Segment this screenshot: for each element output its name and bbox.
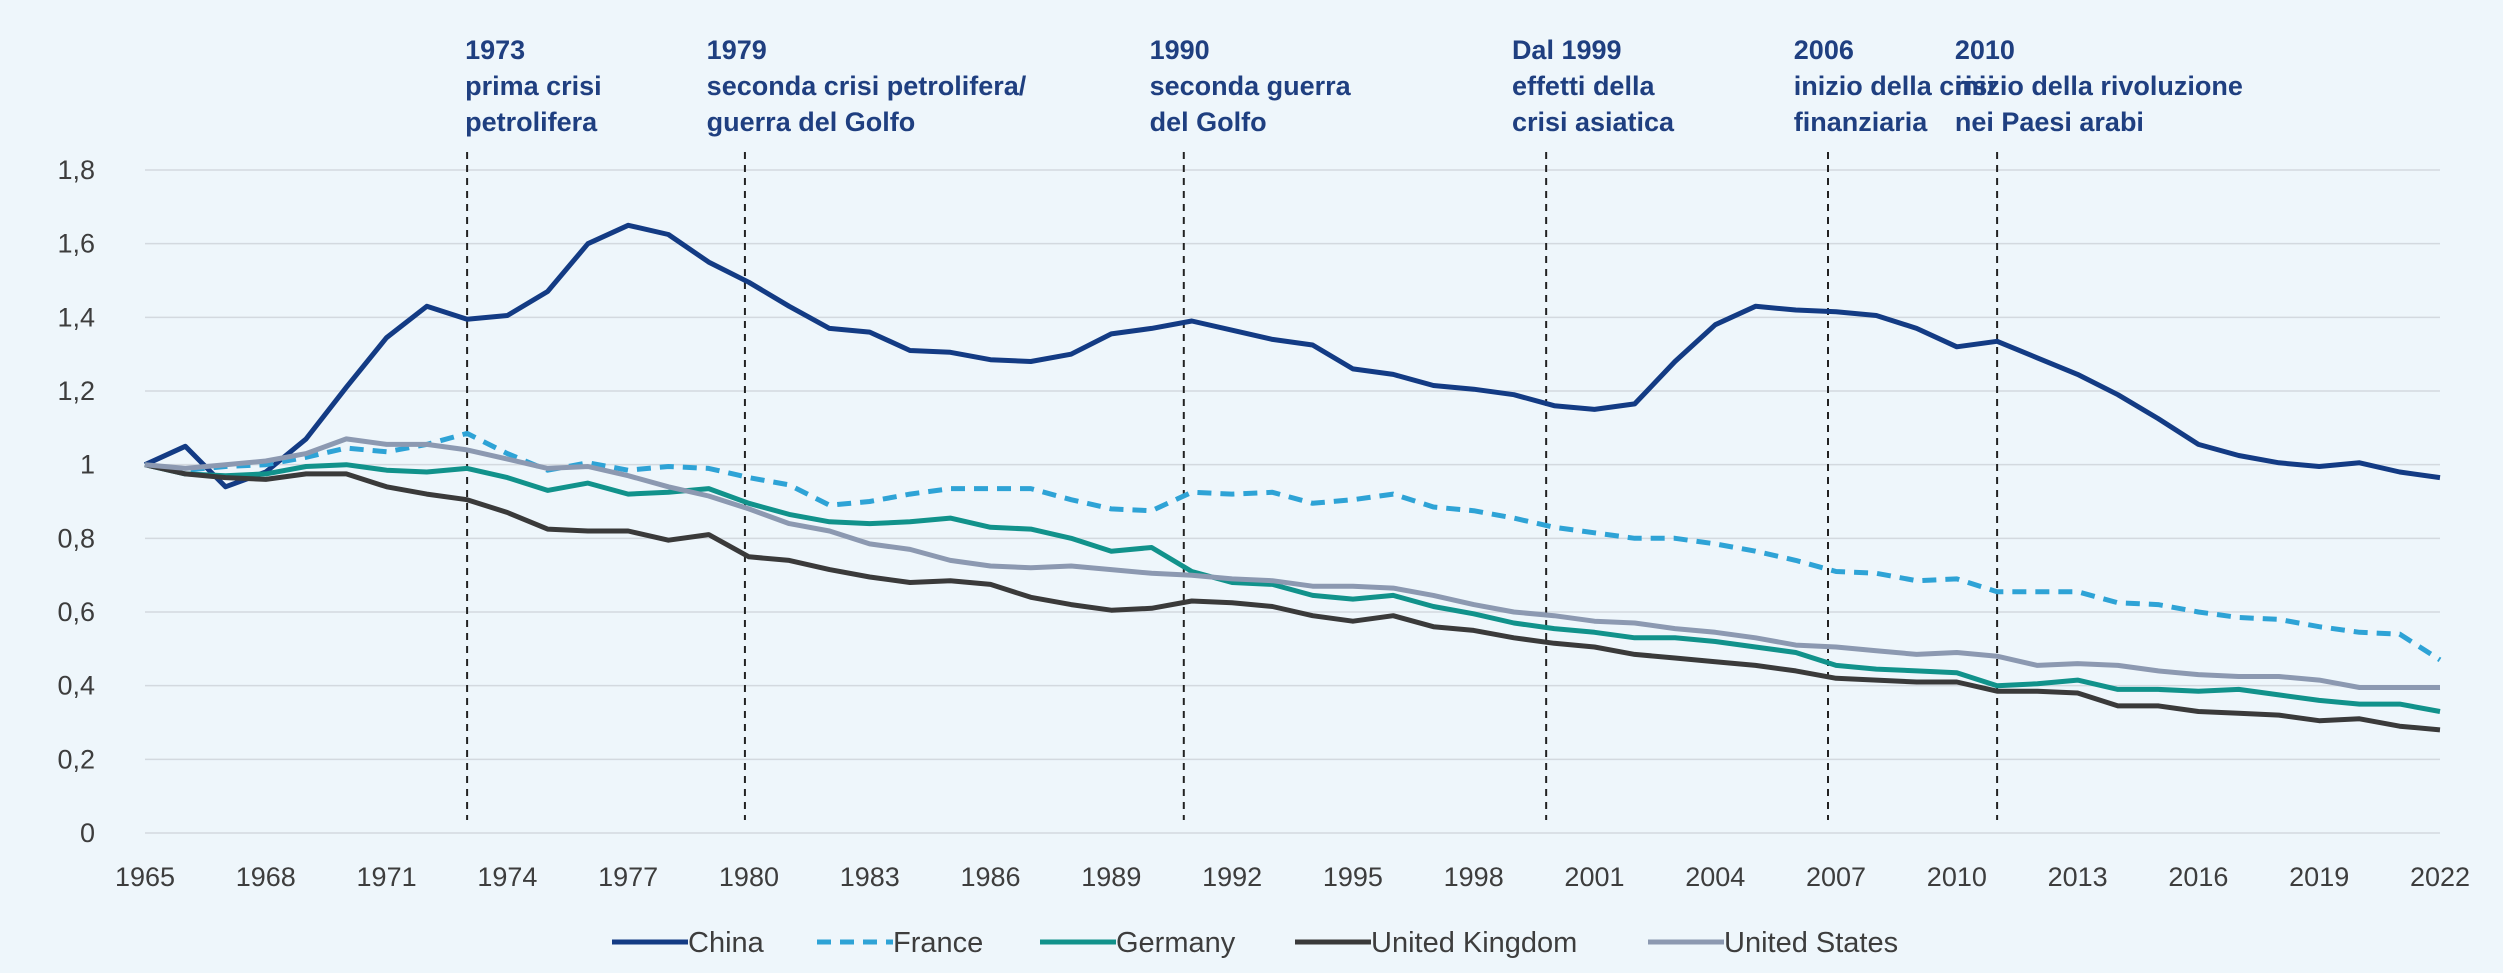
event-label-1990: 1990 seconda guerra del Golfo bbox=[1150, 35, 1352, 137]
axis-layer: 0 0,2 0,4 0,6 0,8 1 1,2 1,4 1,6 1,8 1965 1968 1971 19… bbox=[57, 155, 2470, 892]
event-label-line: seconda crisi petrolifera/ bbox=[707, 71, 1027, 101]
event-label-line: 1990 bbox=[1150, 35, 1210, 65]
event-label-line: 1973 bbox=[465, 35, 525, 65]
event-label-line: seconda guerra bbox=[1150, 71, 1352, 101]
x-tick-label: 1971 bbox=[357, 862, 417, 892]
x-tick-label: 1965 bbox=[115, 862, 175, 892]
series-line-united-states bbox=[144, 436, 2440, 690]
grid-layer bbox=[145, 169, 2440, 834]
event-label-1973: 1973 prima crisi petrolifera bbox=[465, 35, 602, 137]
x-tick-label: 1977 bbox=[598, 862, 658, 892]
y-tick-label: 0,4 bbox=[57, 671, 95, 701]
y-tick-label: 1,4 bbox=[57, 302, 95, 332]
event-label-line: prima crisi bbox=[465, 71, 602, 101]
x-tick-label: 1974 bbox=[477, 862, 537, 892]
event-label-line: 2010 bbox=[1955, 35, 2015, 65]
series-line-united-kingdom bbox=[144, 462, 2441, 733]
x-tick-label: 2013 bbox=[2048, 862, 2108, 892]
event-label-line: crisi asiatica bbox=[1512, 107, 1675, 137]
x-tick-label: 1986 bbox=[960, 862, 1020, 892]
event-label-line: finanziaria bbox=[1794, 107, 1929, 137]
event-label-2006: 2006 inizio della crisi finanziaria bbox=[1794, 35, 1995, 137]
x-tick-label: 2010 bbox=[1927, 862, 1987, 892]
y-tick-label: 0,6 bbox=[57, 597, 95, 627]
x-tick-label: 1992 bbox=[1202, 862, 1262, 892]
legend-label-united-kingdom: United Kingdom bbox=[1371, 927, 1577, 959]
series-line-china bbox=[143, 222, 2441, 490]
x-tick-label: 2001 bbox=[1564, 862, 1624, 892]
event-label-line: effetti della bbox=[1512, 71, 1656, 101]
legend-label-china: China bbox=[688, 927, 765, 959]
y-tick-label: 1,2 bbox=[57, 376, 95, 406]
y-tick-label: 0,8 bbox=[57, 523, 95, 553]
x-tick-label: 1983 bbox=[840, 862, 900, 892]
event-label-line: 2006 bbox=[1794, 35, 1854, 65]
x-tick-label: 2016 bbox=[2168, 862, 2228, 892]
event-label-line: inizio della crisi bbox=[1794, 71, 1995, 101]
event-label-line: Dal 1999 bbox=[1512, 35, 1622, 65]
event-label-1999: Dal 1999 effetti della crisi asiatica bbox=[1512, 35, 1675, 137]
y-tick-label: 1,6 bbox=[57, 229, 95, 259]
y-tick-label: 0 bbox=[80, 818, 95, 848]
legend-label-germany: Germany bbox=[1116, 927, 1236, 959]
x-tick-label: 1998 bbox=[1444, 862, 1504, 892]
event-label-line: guerra del Golfo bbox=[707, 107, 916, 137]
x-tick-label: 1980 bbox=[719, 862, 779, 892]
x-tick-label: 2022 bbox=[2410, 862, 2470, 892]
legend-label-france: France bbox=[893, 927, 983, 959]
y-tick-label: 0,2 bbox=[57, 744, 95, 774]
legend: China France Germany United Kingdom United S… bbox=[612, 927, 1898, 959]
x-tick-label: 1968 bbox=[236, 862, 296, 892]
event-label-line: 1979 bbox=[707, 35, 767, 65]
x-tick-label: 2004 bbox=[1685, 862, 1745, 892]
x-tick-label: 1995 bbox=[1323, 862, 1383, 892]
series-layer bbox=[143, 222, 2442, 733]
annotation-layer: 1973 prima crisi petrolifera 1979 seconda cr… bbox=[465, 35, 2243, 820]
series-line-france bbox=[144, 430, 2442, 663]
event-label-1979: 1979 seconda crisi petrolifera/guerra del… bbox=[707, 35, 1027, 137]
event-label-line: nei Paesi arabi bbox=[1955, 107, 2144, 137]
event-label-line: inizio della rivoluzione bbox=[1955, 71, 2243, 101]
event-label-line: petrolifera bbox=[465, 107, 598, 137]
x-tick-label: 1989 bbox=[1081, 862, 1141, 892]
y-tick-label: 1,8 bbox=[57, 155, 95, 185]
event-label-line: del Golfo bbox=[1150, 107, 1267, 137]
series-line-germany bbox=[144, 462, 2441, 714]
x-tick-label: 2019 bbox=[2289, 862, 2349, 892]
y-tick-label: 1 bbox=[80, 450, 95, 480]
legend-label-united-states: United States bbox=[1724, 927, 1898, 959]
event-label-2010: 2010 inizio della rivoluzione nei Paesi ar… bbox=[1955, 35, 2243, 137]
x-tick-label: 2007 bbox=[1806, 862, 1866, 892]
